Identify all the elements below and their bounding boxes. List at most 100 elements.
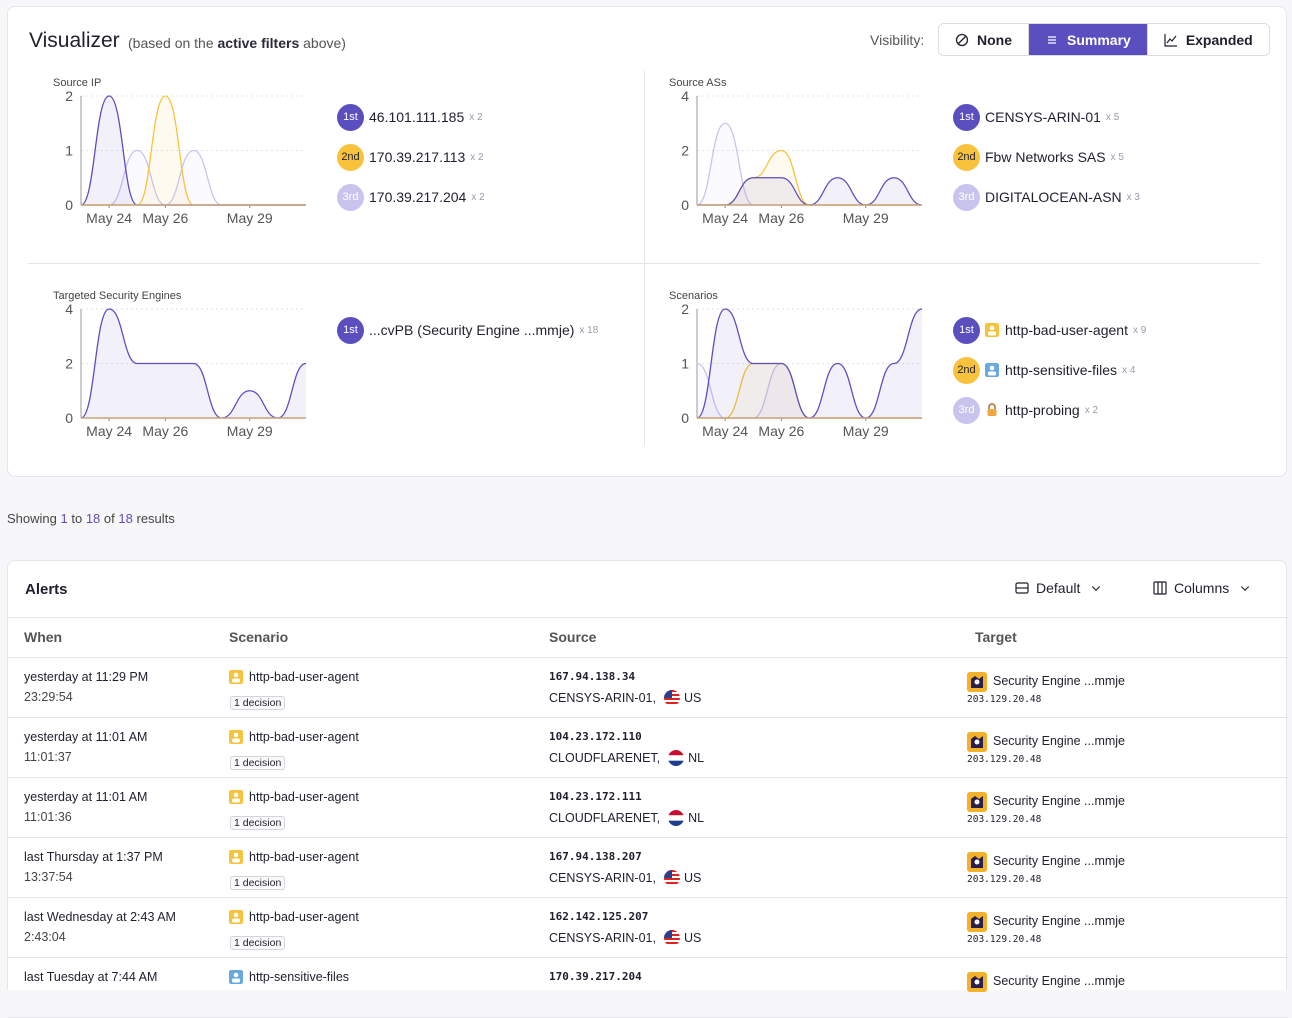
rank-item[interactable]: 2nd http-sensitive-files x 4 [953,350,1146,390]
alert-scenario-label: http-bad-user-agent [249,790,359,804]
ranks-source-ip: 1st 46.101.111.185 x 2 2nd 170.39.217.113 x … [337,97,485,217]
alert-source-ip[interactable]: 104.23.172.111 [549,790,642,803]
x-tick-label: May 24 [702,423,748,439]
rank-item[interactable]: 3rd DIGITALOCEAN-ASN x 3 [953,177,1140,217]
security-engine-icon [967,852,987,872]
alert-when: last Thursday at 1:37 PM [24,850,163,864]
alert-target[interactable]: Security Engine ...mmje [993,674,1125,688]
rank-item[interactable]: 1st http-bad-user-agent x 9 [953,310,1146,350]
y-tick-label: 0 [65,197,73,213]
columns-label: Columns [1174,580,1230,596]
table-row[interactable]: last Tuesday at 7:44 AM http-sensitive-fi… [8,958,1288,1018]
alert-target[interactable]: Security Engine ...mmje [993,734,1125,748]
decision-badge[interactable]: 1 decision [230,696,286,710]
alert-source-ip[interactable]: 167.94.138.34 [549,670,636,683]
visibility-label: Visibility: [870,32,925,48]
alert-time: 23:29:54 [24,690,73,704]
table-row[interactable]: yesterday at 11:29 PM 23:29:54 http-bad-us… [8,658,1288,718]
alert-target[interactable]: Security Engine ...mmje [993,794,1125,808]
user-warning-icon [229,910,243,924]
panel-title: Source IP [53,77,102,89]
y-tick-label: 2 [681,304,689,317]
rank-label: http-sensitive-files [1005,362,1118,378]
series-area [81,96,306,205]
country-code: NL [688,811,705,825]
rank-item[interactable]: 3rd 170.39.217.204 x 2 [337,177,485,217]
column-header-when[interactable]: When [24,629,63,645]
rank-item[interactable]: 1st CENSYS-ARIN-01 x 5 [953,97,1140,137]
alert-when: last Tuesday at 7:44 AM [24,970,158,984]
decision-badge[interactable]: 1 decision [230,756,286,770]
y-tick-label: 2 [681,143,689,159]
visibility-expanded-button[interactable]: Expanded [1147,24,1269,55]
results-of-word: of [103,511,115,526]
country-code: NL [688,751,705,765]
rank-count: x 9 [1132,324,1147,336]
alert-scenario[interactable]: http-sensitive-files [229,970,349,984]
asn-label: CLOUDFLARENET, [549,811,661,825]
alert-when: yesterday at 11:01 AM [24,730,148,744]
alert-source-ip[interactable]: 104.23.172.110 [549,730,642,743]
country-code: US [683,691,702,705]
table-row[interactable]: yesterday at 11:01 AM 11:01:37 http-bad-us… [8,718,1288,778]
subtitle-pre: (based on the [128,35,214,51]
series-area [81,150,306,205]
panel-title: Source ASs [669,77,727,89]
rank-item[interactable]: 1st 46.101.111.185 x 2 [337,97,485,137]
decision-badge[interactable]: 1 decision [230,876,286,890]
alert-scenario[interactable]: http-bad-user-agent [229,910,359,924]
columns-button[interactable]: Columns [1152,580,1251,596]
alert-scenario[interactable]: http-bad-user-agent [229,790,359,804]
decision-badge[interactable]: 1 decision [230,936,286,950]
alert-scenario[interactable]: http-bad-user-agent [229,850,359,864]
table-row[interactable]: yesterday at 11:01 AM 11:01:36 http-bad-us… [8,778,1288,838]
rank-label: DIGITALOCEAN-ASN [985,189,1122,205]
alert-source-ip[interactable]: 162.142.125.207 [549,910,649,923]
rank-item[interactable]: 1st ...cvPB (Security Engine ...mmje) x 18 [337,310,598,350]
results-suffix: results [136,511,175,526]
panel-source-ip: Source IP 0 1 2 May 24 May 26 May 29 1st 46.10… [29,77,629,257]
results-to: 18 [85,511,101,526]
column-header-scenario[interactable]: Scenario [229,629,289,645]
alert-target[interactable]: Security Engine ...mmje [993,854,1125,868]
column-header-source[interactable]: Source [549,629,597,645]
column-header-target[interactable]: Target [975,629,1017,645]
visibility-none-button[interactable]: None [939,24,1029,55]
y-tick-label: 4 [681,91,689,104]
visibility-toggle: None Summary Expanded [938,23,1270,56]
alert-when: yesterday at 11:01 AM [24,790,148,804]
flag-icon [663,870,680,886]
default-view-button[interactable]: Default [1014,580,1102,596]
alert-scenario[interactable]: http-bad-user-agent [229,730,359,744]
decision-badge[interactable]: 1 decision [230,816,286,830]
alert-time: 11:01:37 [24,750,72,764]
alerts-title: Alerts [25,581,68,598]
rank-item[interactable]: 3rd http-probing x 2 [953,390,1146,430]
alert-when: last Wednesday at 2:43 AM [24,910,176,924]
alert-target[interactable]: Security Engine ...mmje [993,974,1125,988]
alert-time: 13:37:54 [24,870,73,884]
y-tick-label: 2 [65,91,73,104]
rank-badge: 1st [337,103,364,131]
rank-item[interactable]: 2nd 170.39.217.113 x 2 [337,137,485,177]
visualizer-card: Visualizer (based on the active filters … [7,6,1287,477]
table-row[interactable]: last Thursday at 1:37 PM 13:37:54 http-bad… [8,838,1288,898]
alert-source-ip[interactable]: 167.94.138.207 [549,850,642,863]
visibility-summary-button[interactable]: Summary [1029,24,1148,55]
rank-item[interactable]: 2nd Fbw Networks SAS x 5 [953,137,1140,177]
security-engine-icon [967,792,987,812]
default-view-label: Default [1036,580,1081,596]
y-tick-label: 0 [681,410,689,426]
rank-count: x 18 [579,324,599,336]
alert-target[interactable]: Security Engine ...mmje [993,914,1125,928]
alert-source-ip[interactable]: 170.39.217.204 [549,970,642,983]
results-total: 18 [118,511,133,526]
subtitle-bold: active filters [217,35,300,51]
x-tick-label: May 24 [86,210,132,226]
rank-count: x 2 [1084,404,1099,416]
y-tick-label: 4 [65,304,73,317]
table-row[interactable]: last Wednesday at 2:43 AM 2:43:04 http-bad… [8,898,1288,958]
security-engine-icon [967,912,987,932]
flag-icon [668,810,685,826]
alert-scenario[interactable]: http-bad-user-agent [229,670,359,684]
